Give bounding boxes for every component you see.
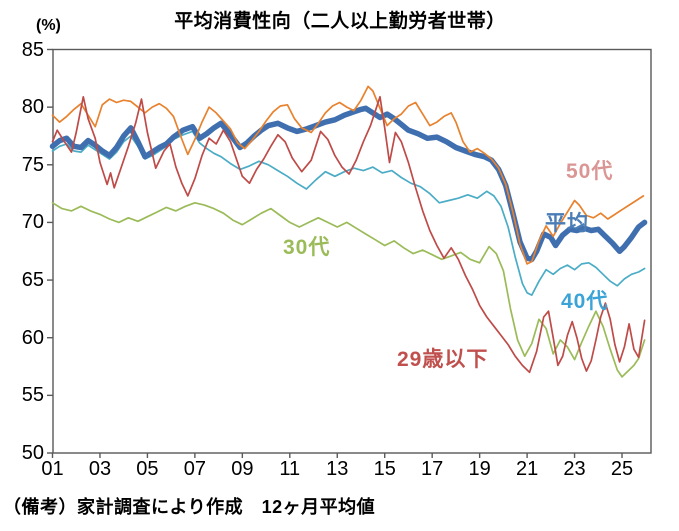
series-label-average: 平均 — [545, 212, 589, 235]
chart-title: 平均消費性向（二人以上勤労者世帯） — [174, 11, 506, 32]
x-tick-label: 07 — [183, 458, 206, 480]
x-tick-label: 15 — [373, 458, 396, 480]
series-label-50s: 50代 — [566, 160, 614, 183]
plot-border — [52, 48, 652, 454]
series-line-under29 — [51, 95, 646, 374]
series-line-50s — [51, 85, 645, 265]
y-tick-label: 55 — [21, 384, 44, 407]
x-tick-label: 17 — [421, 458, 444, 480]
y-tick-label: 80 — [21, 96, 44, 119]
y-tick-label: 60 — [21, 326, 44, 349]
y-tick-label: 50 — [21, 442, 44, 464]
series-line-average — [49, 105, 648, 263]
y-tick-label: 85 — [21, 38, 44, 61]
y-tick-label: 75 — [21, 153, 44, 176]
series-label-40s: 40代 — [561, 290, 609, 313]
y-tick-label: 70 — [21, 211, 44, 234]
x-tick-label: 19 — [468, 458, 491, 480]
series-line-30s — [51, 201, 646, 378]
x-tick-label: 25 — [610, 458, 634, 480]
x-tick-label: 05 — [136, 458, 159, 480]
x-tick-label: 21 — [515, 458, 539, 480]
series-label-30s: 30代 — [283, 236, 331, 259]
x-tick-label: 13 — [326, 458, 349, 480]
series-label-under29: 29歳以下 — [397, 348, 489, 371]
x-tick-label: 09 — [231, 458, 254, 480]
source-footnote: （備考）家計調査により作成 12ヶ月平均値 — [3, 497, 376, 517]
x-tick-label: 03 — [88, 458, 112, 480]
x-tick-label: 11 — [279, 458, 301, 480]
x-tick-label: 01 — [41, 458, 64, 480]
y-tick-label: 65 — [21, 269, 44, 292]
x-tick-label: 23 — [563, 458, 586, 480]
y-axis-unit-label: (%) — [36, 17, 61, 34]
